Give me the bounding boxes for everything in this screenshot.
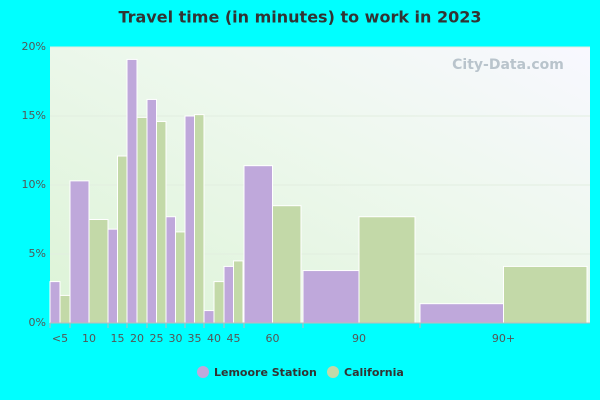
x-tick-label: 90+	[492, 332, 515, 345]
chart-title: Travel time (in minutes) to work in 2023	[118, 8, 481, 27]
bar	[126, 58, 138, 324]
x-tick-label: 10	[82, 332, 96, 345]
x-tick-label: 35	[188, 332, 202, 345]
bar	[88, 219, 109, 324]
bar	[243, 165, 273, 324]
bar	[49, 281, 61, 324]
legend-label: Lemoore Station	[214, 366, 317, 379]
y-tick-label: 20%	[22, 40, 46, 53]
bar	[107, 228, 118, 324]
bar	[175, 231, 186, 324]
bar	[272, 205, 302, 324]
bar	[213, 281, 225, 324]
y-tick-label: 5%	[29, 247, 46, 260]
y-tick-label: 15%	[22, 109, 46, 122]
bar	[59, 294, 71, 324]
legend-label: California	[344, 366, 404, 379]
bar	[419, 303, 504, 324]
x-tick-label: 15	[111, 332, 125, 345]
x-tick-label: 40	[207, 332, 221, 345]
bar	[146, 98, 157, 324]
x-tick-label: 60	[266, 332, 280, 345]
watermark: City-Data.com	[452, 57, 564, 73]
bar	[223, 265, 234, 324]
x-tick-label: 30	[169, 332, 183, 345]
legend-swatch	[197, 366, 209, 378]
bar	[156, 121, 167, 324]
x-tick-label: 20	[130, 332, 144, 345]
x-tick-label: 45	[227, 332, 241, 345]
x-tick-label: 90	[352, 332, 366, 345]
bar	[117, 155, 128, 324]
bar	[302, 270, 360, 324]
bar	[358, 216, 416, 324]
bar	[165, 216, 176, 324]
bar	[203, 310, 215, 324]
bar	[69, 180, 90, 324]
bar	[184, 115, 195, 324]
bar	[136, 116, 148, 324]
y-tick-label: 0%	[29, 316, 46, 329]
y-tick-label: 10%	[22, 178, 46, 191]
bar	[503, 265, 588, 324]
bar	[233, 260, 244, 324]
x-tick-label: <5	[52, 332, 68, 345]
bar	[194, 114, 205, 324]
x-tick-label: 25	[150, 332, 164, 345]
legend-swatch	[327, 366, 339, 378]
